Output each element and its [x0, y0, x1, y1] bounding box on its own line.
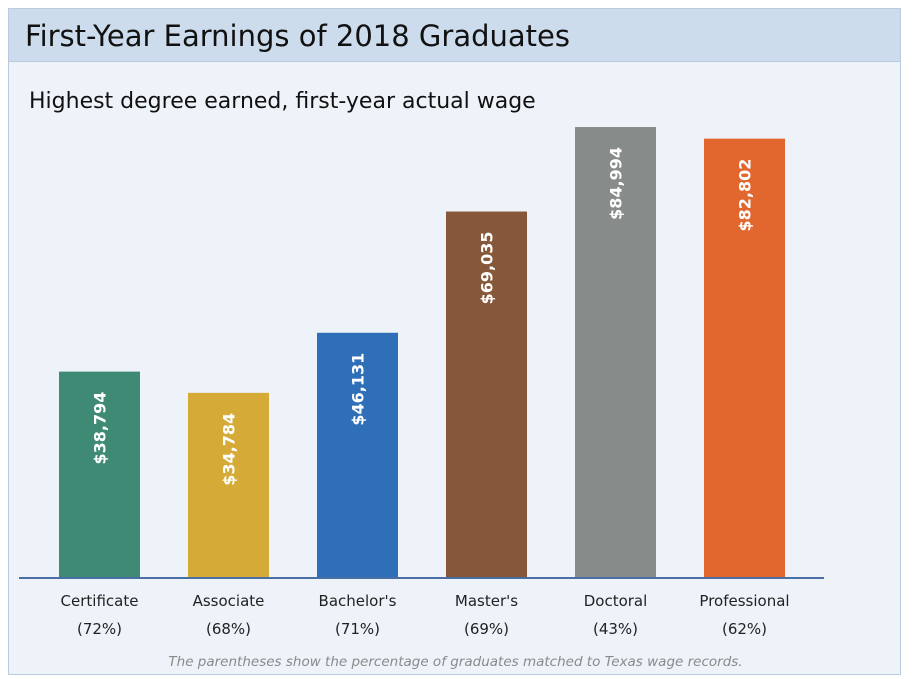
bar: [59, 371, 140, 577]
bar-chart: $38,794 Certificate (72%) $34,784 Associate (…: [19, 127, 824, 638]
category-label: Doctoral: [584, 592, 648, 610]
bar: [317, 332, 398, 577]
bar-value-label: $38,794: [91, 392, 110, 465]
chart-panel: First-Year Earnings of 2018 Graduates Hi…: [8, 8, 901, 675]
percentage-label: (71%): [335, 620, 380, 638]
percentage-label: (72%): [77, 620, 122, 638]
percentage-label: (62%): [722, 620, 767, 638]
chart-footnote: The parentheses show the percentage of g…: [168, 654, 743, 670]
category-label: Professional: [699, 592, 789, 610]
percentage-label: (69%): [464, 620, 509, 638]
bar-value-label: $82,802: [736, 159, 755, 232]
percentage-label: (43%): [593, 620, 638, 638]
category-label: Master's: [455, 592, 518, 610]
bar-value-label: $34,784: [220, 413, 239, 486]
category-label: Certificate: [61, 592, 139, 610]
bar: [188, 392, 269, 577]
category-label: Associate: [193, 592, 265, 610]
title-bar: First-Year Earnings of 2018 Graduates: [9, 9, 900, 62]
category-label: Bachelor's: [319, 592, 397, 610]
bar-value-label: $69,035: [478, 232, 497, 305]
bar-value-label: $84,994: [607, 147, 626, 220]
chart-title: First-Year Earnings of 2018 Graduates: [25, 19, 570, 53]
bar: [704, 138, 785, 577]
percentage-label: (68%): [206, 620, 251, 638]
bar: [575, 127, 656, 577]
chart-subtitle: Highest degree earned, first-year actual…: [29, 89, 536, 114]
bar: [446, 211, 527, 578]
bar-value-label: $46,131: [349, 353, 368, 426]
